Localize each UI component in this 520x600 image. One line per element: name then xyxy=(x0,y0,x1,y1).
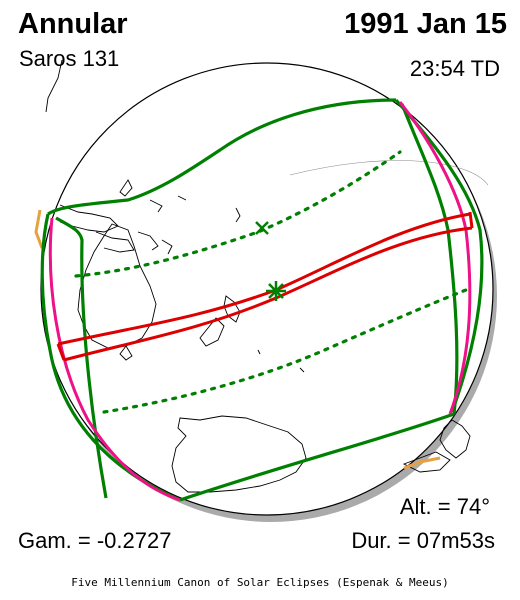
west-inner-limit-curve xyxy=(55,216,108,499)
ice-edge-left xyxy=(34,209,44,249)
east-limit-curve xyxy=(394,98,484,413)
greatest-eclipse-asterisk-icon xyxy=(266,281,286,301)
eclipse-date: 1991 Jan 15 xyxy=(344,8,507,40)
south-limit-curve xyxy=(179,412,455,502)
path-east-end xyxy=(468,211,474,229)
dotted-curves xyxy=(74,150,468,414)
coastlines xyxy=(45,59,471,493)
subsolar-x-icon xyxy=(255,221,269,235)
saros-label: Saros 131 xyxy=(19,46,120,71)
credit-footer: Five Millennium Canon of Solar Eclipses … xyxy=(71,576,449,589)
sunrise-curve xyxy=(48,217,181,502)
terminator-arc xyxy=(289,160,489,186)
gamma-label: Gam. = -0.2727 xyxy=(18,528,172,553)
northern-dotted-curve xyxy=(74,150,402,278)
eclipse-time: 23:54 TD xyxy=(409,56,500,81)
ice-edge-right xyxy=(403,456,441,470)
altitude-label: Alt. = 74° xyxy=(399,494,490,519)
eclipse-type-title: Annular xyxy=(18,8,128,40)
duration-label: Dur. = 07m53s xyxy=(351,528,495,553)
path-west-end xyxy=(56,343,66,361)
north-limit-curve xyxy=(47,98,397,216)
